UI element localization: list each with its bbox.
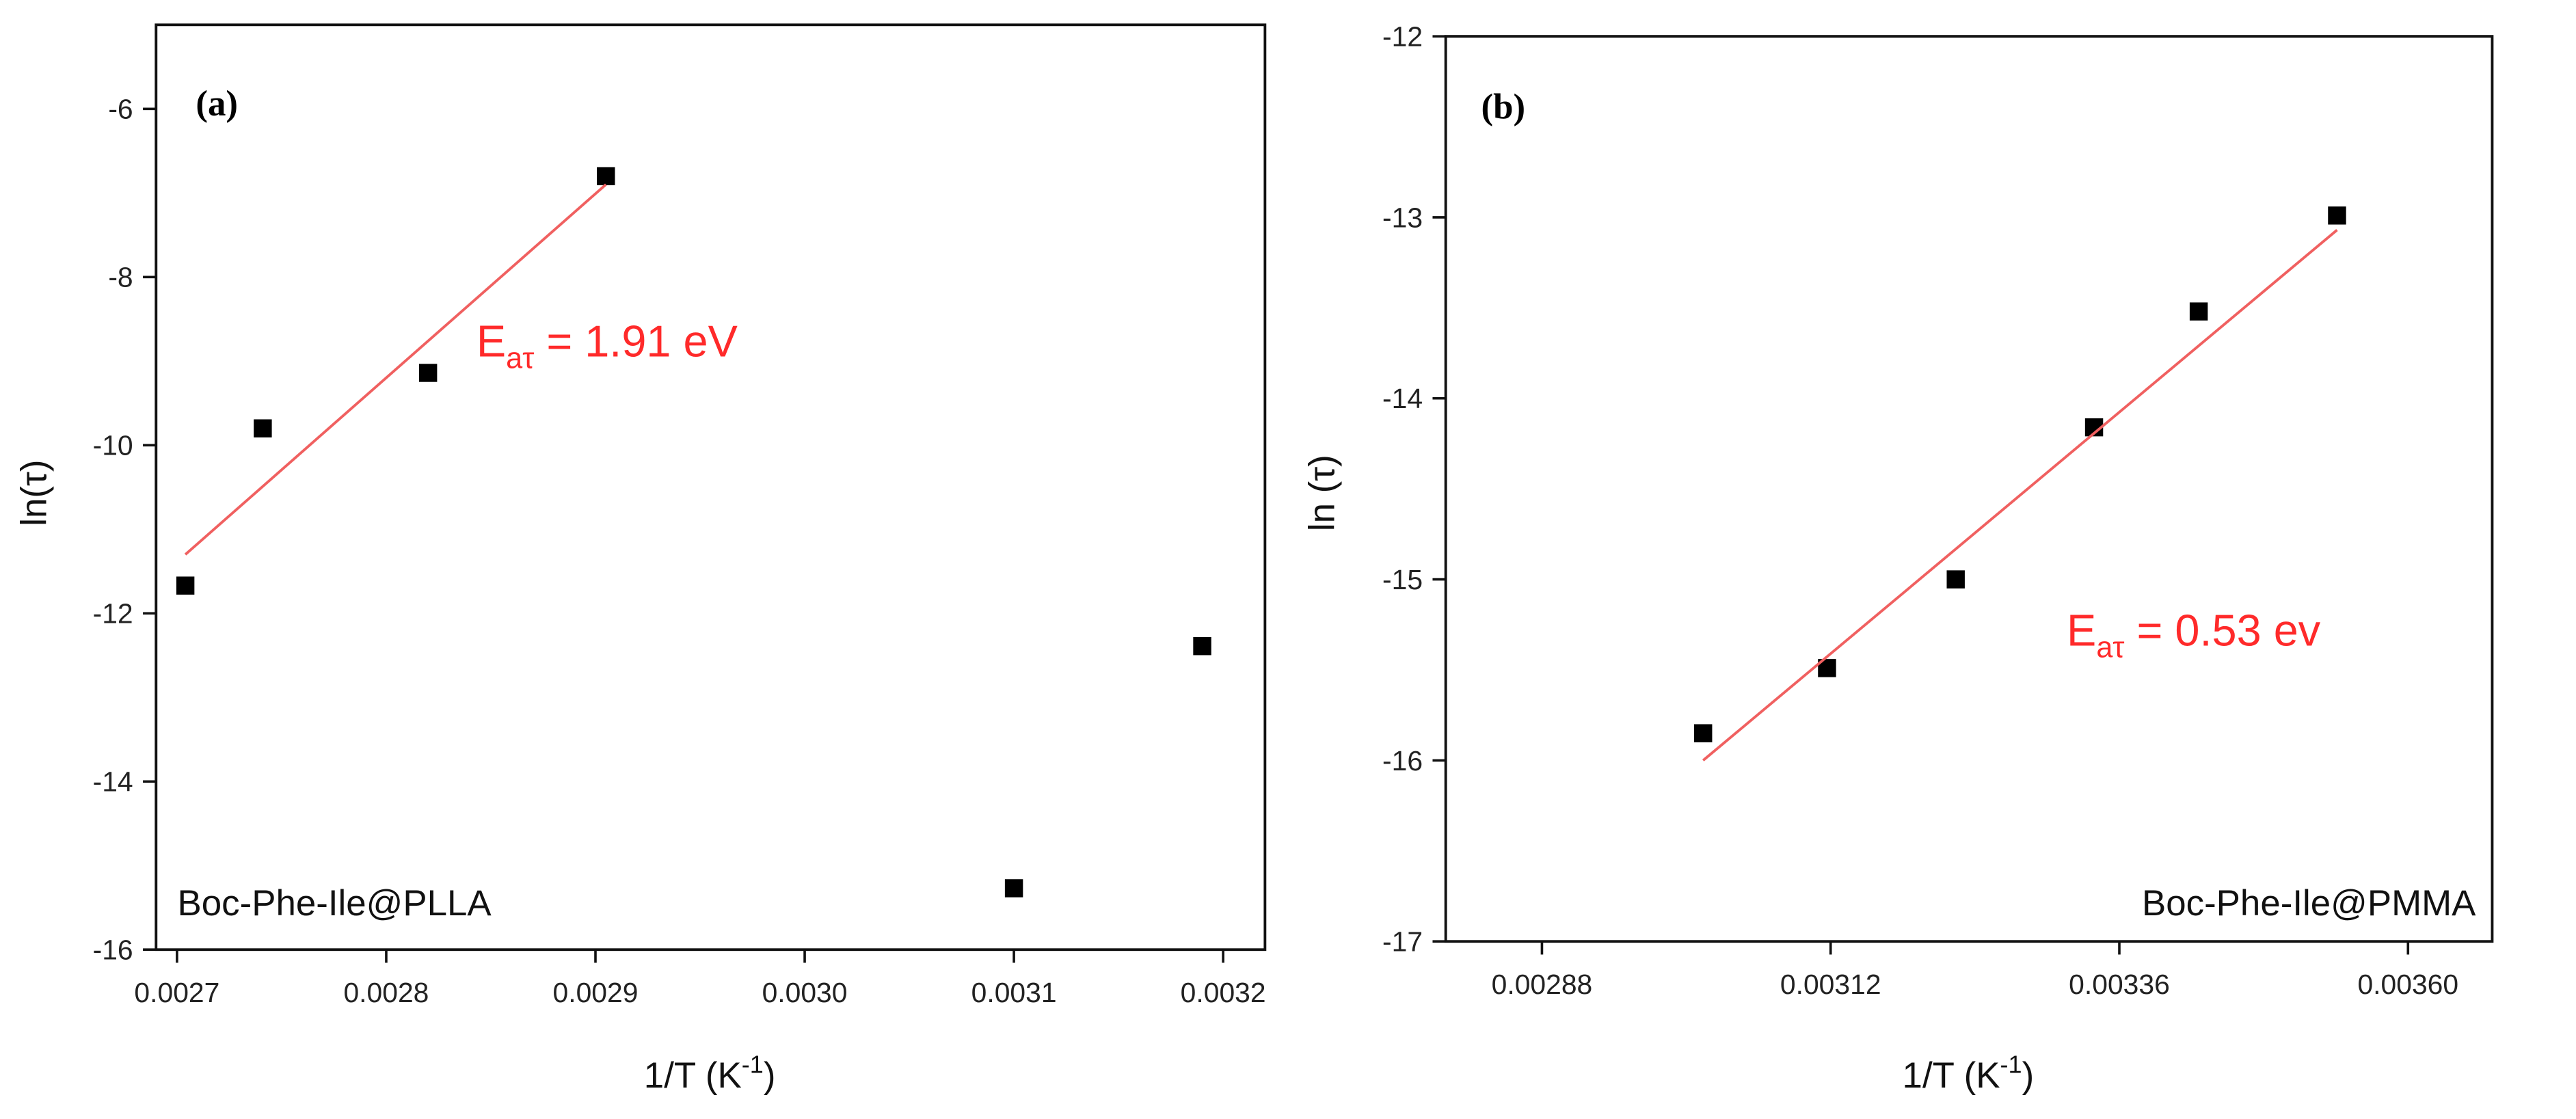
data-point <box>254 419 272 437</box>
x-title-end: ) <box>2022 1055 2035 1096</box>
y-tick-label: -14 <box>1382 383 1423 414</box>
data-point <box>1694 724 1713 742</box>
y-tick-label: -12 <box>1382 21 1423 53</box>
x-tick-label: 0.00336 <box>2069 969 2170 1000</box>
y-tick-label: -12 <box>93 598 133 630</box>
x-title-end: ) <box>764 1055 776 1096</box>
data-point <box>1004 879 1023 898</box>
ea-value: = 1.91 eV <box>534 316 738 366</box>
ea-subscript: aτ <box>2096 631 2124 664</box>
ea-symbol: E <box>2067 606 2096 656</box>
x-title-sup: -1 <box>2000 1050 2022 1078</box>
panel-label: (a) <box>196 83 238 123</box>
y-tick-label: -8 <box>108 262 133 293</box>
ea-subscript: aτ <box>506 342 534 375</box>
data-point <box>176 576 195 595</box>
data-point <box>2328 206 2346 225</box>
activation-energy: Eaτ = 0.53 ev <box>2067 606 2321 664</box>
panel-label: (b) <box>1481 87 1525 126</box>
x-tick-label: 0.00288 <box>1492 969 1593 1000</box>
data-point <box>2189 302 2208 321</box>
y-tick-label: -17 <box>1382 926 1423 958</box>
x-tick-label: 0.00312 <box>1780 969 1881 1000</box>
y-axis-title: ln (τ) <box>1302 455 1342 531</box>
x-tick-label: 0.0030 <box>762 977 848 1008</box>
data-point <box>1946 570 1965 589</box>
plot-frame <box>155 23 1267 952</box>
sample-label: Boc-Phe-Ile@PLLA <box>178 883 492 923</box>
y-tick-label: -6 <box>108 94 133 125</box>
y-tick-label: -10 <box>93 430 133 461</box>
x-title-sup: -1 <box>742 1050 764 1078</box>
plot-frame <box>1444 35 2494 943</box>
x-tick-label: 0.0027 <box>134 977 219 1008</box>
x-tick-label: 0.0032 <box>1181 977 1266 1008</box>
x-axis-title: 1/T (K-1) <box>644 1050 776 1096</box>
x-axis-title: 1/T (K-1) <box>1903 1050 2035 1096</box>
y-tick-label: -15 <box>1382 564 1423 595</box>
activation-energy: Eaτ = 1.91 eV <box>477 316 738 375</box>
x-tick-label: 0.0028 <box>343 977 429 1008</box>
fit-line <box>1702 229 2338 761</box>
data-point <box>1193 637 1211 656</box>
fit-line <box>184 183 607 556</box>
y-tick-label: -13 <box>1382 202 1423 233</box>
sample-label: Boc-Phe-Ile@PMMA <box>2142 883 2476 923</box>
x-tick-label: 0.00360 <box>2357 969 2458 1000</box>
x-tick-label: 0.0029 <box>553 977 639 1008</box>
data-point <box>418 364 438 382</box>
data-point <box>597 167 615 185</box>
y-tick-label: -16 <box>1382 745 1423 777</box>
ea-symbol: E <box>477 316 506 366</box>
y-tick-label: -16 <box>93 934 133 966</box>
y-axis-title: ln(τ) <box>14 460 54 526</box>
y-tick-label: -14 <box>93 766 133 798</box>
ea-value: = 0.53 ev <box>2124 606 2320 656</box>
x-title-main: 1/T (K <box>644 1055 742 1096</box>
x-tick-label: 0.0031 <box>971 977 1057 1008</box>
x-title-main: 1/T (K <box>1903 1055 2000 1096</box>
